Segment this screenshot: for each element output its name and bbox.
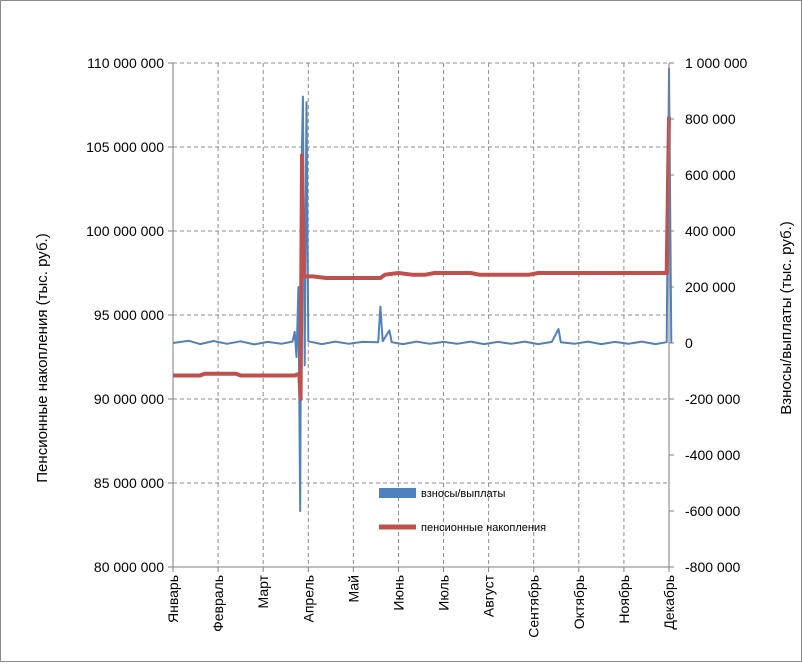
y-tick-label-right: 800 000 [685, 111, 736, 127]
y-tick-label-left: 80 000 000 [94, 559, 164, 575]
y-tick-label-left: 110 000 000 [87, 55, 164, 71]
y-tick-label-left: 100 000 000 [86, 223, 164, 239]
y-tick-label-right: 400 000 [685, 223, 736, 239]
x-tick-label: Ноябрь [616, 575, 632, 624]
y-tick-label-left: 85 000 000 [94, 475, 164, 491]
y-tick-label-right: 1 000 000 [685, 55, 747, 71]
series-line-pension-savings [173, 116, 671, 401]
y-tick-label-left: 105 000 000 [86, 139, 164, 155]
y-tick-label-right: 200 000 [685, 279, 736, 295]
labels-layer: 80 000 000 85 000 000 90 000 000 95 000 000… [86, 55, 747, 638]
x-tick-label: Май [345, 575, 361, 602]
y-tick-label-right: -600 000 [685, 503, 740, 519]
y-tick-label-left: 95 000 000 [94, 307, 164, 323]
y-axis-label-right: Взносы/выплаты (тыс. руб.) [778, 221, 795, 415]
y-tick-label-right: 600 000 [685, 167, 736, 183]
y-tick-label-right: -400 000 [685, 447, 740, 463]
y-tick-label-right: -200 000 [685, 391, 740, 407]
y-tick-label-left: 90 000 000 [94, 391, 164, 407]
x-tick-label: Август [481, 574, 497, 617]
x-tick-label: Сентябрь [526, 575, 542, 638]
x-tick-label: Июнь [390, 575, 406, 611]
series-layer [172, 67, 673, 512]
legend-label-contributions: взносы/выплаты [421, 488, 505, 500]
x-tick-label: Февраль [210, 575, 226, 632]
legend: взносы/выплаты пенсионные накопления [379, 488, 546, 534]
x-tick-label: Декабрь [661, 575, 677, 630]
axes-layer [168, 62, 674, 572]
x-tick-label: Апрель [300, 575, 316, 623]
legend-label-pension: пенсионные накопления [421, 522, 546, 534]
y-axis-label-left: Пенсионные накопления (тыс. руб.) [34, 233, 51, 482]
series-line-contributions [172, 67, 673, 512]
x-tick-label: Октябрь [571, 575, 587, 629]
legend-swatch-contributions [379, 488, 416, 498]
grid-layer [173, 62, 670, 567]
y-tick-label-right: -800 000 [685, 559, 740, 575]
x-tick-label: Январь [165, 575, 181, 623]
y-tick-label-right: 0 [685, 335, 693, 351]
x-tick-label: Март [255, 574, 271, 608]
x-tick-label: Июль [436, 575, 452, 611]
